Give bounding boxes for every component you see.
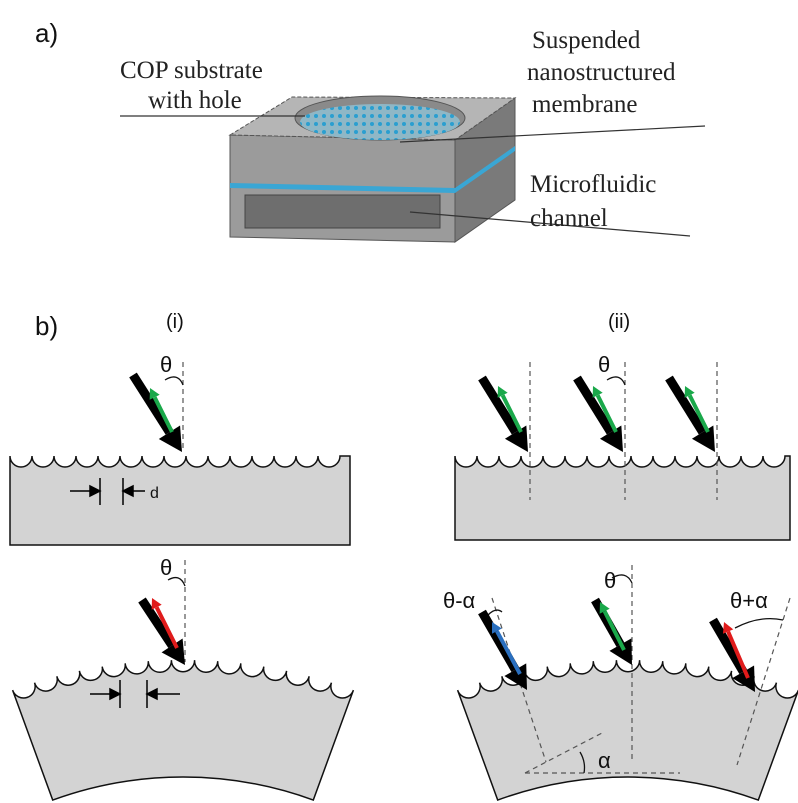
angle-label: θ+α xyxy=(730,588,768,613)
arrow-shaft xyxy=(482,612,515,670)
cop-label: with hole xyxy=(148,87,242,114)
curved-surface xyxy=(13,660,354,800)
angle-label: θ xyxy=(160,352,172,377)
angle-label: θ-α xyxy=(443,588,476,613)
angle-label: θ xyxy=(598,352,610,377)
membrane-label: membrane xyxy=(532,91,638,118)
angle-label: α xyxy=(598,748,611,773)
membrane-label: Suspended xyxy=(532,27,641,54)
channel-label: channel xyxy=(530,205,608,232)
device-3d xyxy=(230,96,515,242)
cop-label: COP substrate xyxy=(120,57,263,84)
flat-surface xyxy=(455,456,790,540)
figure: a) COP substrate with hole Suspended nan… xyxy=(0,0,798,803)
angle-label: θ xyxy=(160,555,172,580)
sub-label: (i) xyxy=(166,311,184,333)
spacing-label: d xyxy=(150,485,159,502)
arrow-shaft xyxy=(669,378,703,432)
membrane-label: nanostructured xyxy=(527,59,676,86)
panel-label: b) xyxy=(35,311,58,341)
arrow-shaft xyxy=(577,378,611,432)
flat-surface xyxy=(10,456,350,545)
arrow-shaft xyxy=(482,378,516,432)
angle-label: θ xyxy=(604,568,616,593)
sub-label: (ii) xyxy=(608,311,630,333)
arrow-shaft xyxy=(133,375,169,432)
surfaces xyxy=(10,456,798,800)
channel-label: Microfluidic xyxy=(530,171,656,198)
panel-label: a) xyxy=(35,18,58,48)
